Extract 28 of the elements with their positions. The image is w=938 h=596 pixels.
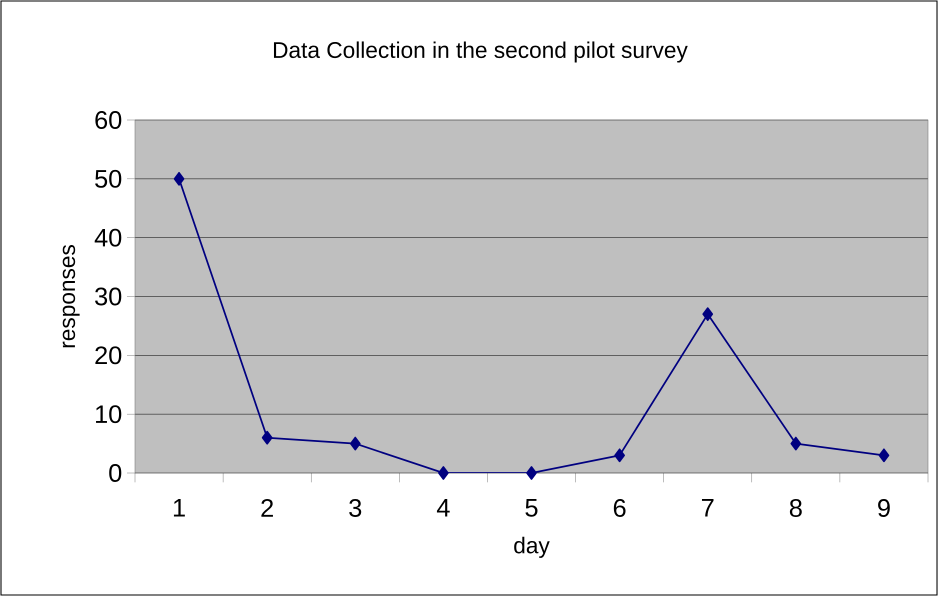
y-tick-label: 40 (94, 228, 122, 247)
point (614, 448, 625, 462)
point (174, 172, 184, 186)
x-tick-label: 2 (261, 499, 273, 517)
point (438, 466, 449, 480)
point (790, 436, 802, 450)
x-tick-label: 3 (349, 499, 362, 517)
point (702, 307, 714, 322)
y-tick-label: 20 (95, 346, 122, 364)
x-tick-label: 4 (436, 499, 450, 516)
x-tick-label: 8 (790, 499, 802, 517)
x-tick-label: 9 (878, 499, 890, 517)
point (878, 448, 890, 462)
y-tick-label: 0 (109, 464, 122, 482)
y-tick-label: 60 (95, 111, 122, 129)
x-axis-title: day (514, 536, 550, 558)
y-tick-label: 10 (96, 405, 122, 424)
point (526, 466, 537, 480)
x-tick-label: 6 (614, 499, 626, 517)
point (350, 436, 361, 450)
x-tick-label: 1 (174, 499, 185, 516)
y-tick-label: 30 (95, 288, 122, 306)
x-tick-label: 5 (525, 499, 538, 517)
point (262, 430, 273, 445)
chart-title: Data Collection in the second pilot survey (274, 41, 688, 63)
x-tick-label: 7 (702, 499, 714, 516)
y-axis-title: responses (62, 245, 80, 348)
y-tick-label: 50 (95, 170, 122, 188)
